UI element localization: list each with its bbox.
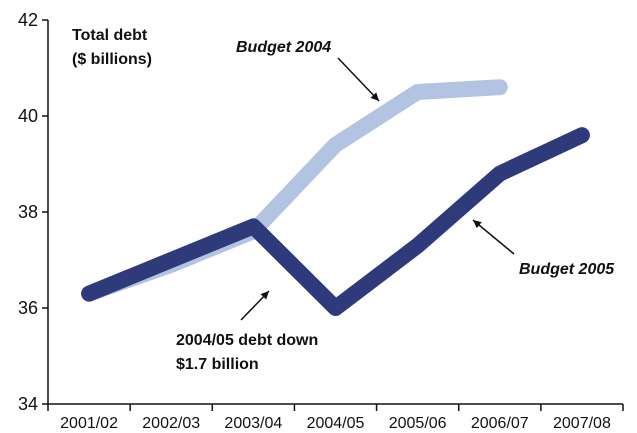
arrow-budget-2005: [472, 219, 515, 255]
y-tick-label: 40: [18, 106, 38, 126]
arrow-budget-2004: [337, 57, 380, 102]
y-axis-title-line: Total debt: [72, 27, 148, 44]
series-layer: [81, 79, 590, 316]
y-axis-title-line: ($ billions): [72, 51, 152, 68]
x-tick-label: 2003/04: [224, 415, 282, 432]
arrow-debt-down: [240, 290, 270, 321]
axes-layer: 34 36 38 40 42 2001/02 2002/03 2003/04 2004/05 20…: [18, 10, 624, 432]
series-label-budget-2005: Budget 2005: [519, 261, 615, 278]
y-tick-label: 34: [18, 394, 38, 414]
x-tick-label: 2004/05: [307, 415, 365, 432]
x-tick-label: 2002/03: [142, 415, 200, 432]
x-tick-label: 2007/08: [553, 415, 611, 432]
x-tick-label: 2005/06: [389, 415, 447, 432]
annotation-line: $1.7 billion: [176, 356, 259, 373]
arrow-shaft: [472, 219, 515, 255]
arrowhead: [473, 220, 482, 229]
arrow-shaft: [337, 57, 380, 102]
annotation-debt-down: 2004/05 debt down $1.7 billion: [176, 332, 318, 373]
series-line-budget-2005: [81, 127, 590, 316]
y-axis-title: Total debt ($ billions): [72, 27, 152, 68]
series-label-budget-2004: Budget 2004: [236, 39, 331, 56]
annotation-line: 2004/05 debt down: [176, 332, 318, 349]
x-tick-label: 2006/07: [471, 415, 529, 432]
y-tick-label: 36: [18, 298, 38, 318]
y-tick-label: 42: [18, 10, 38, 30]
y-tick-label: 38: [18, 202, 38, 222]
labels-layer: Total debt ($ billions) Budget 2004 Budget …: [72, 27, 615, 373]
x-tick-label: 2001/02: [60, 415, 118, 432]
arrowhead: [260, 291, 269, 300]
arrowhead: [370, 92, 379, 101]
